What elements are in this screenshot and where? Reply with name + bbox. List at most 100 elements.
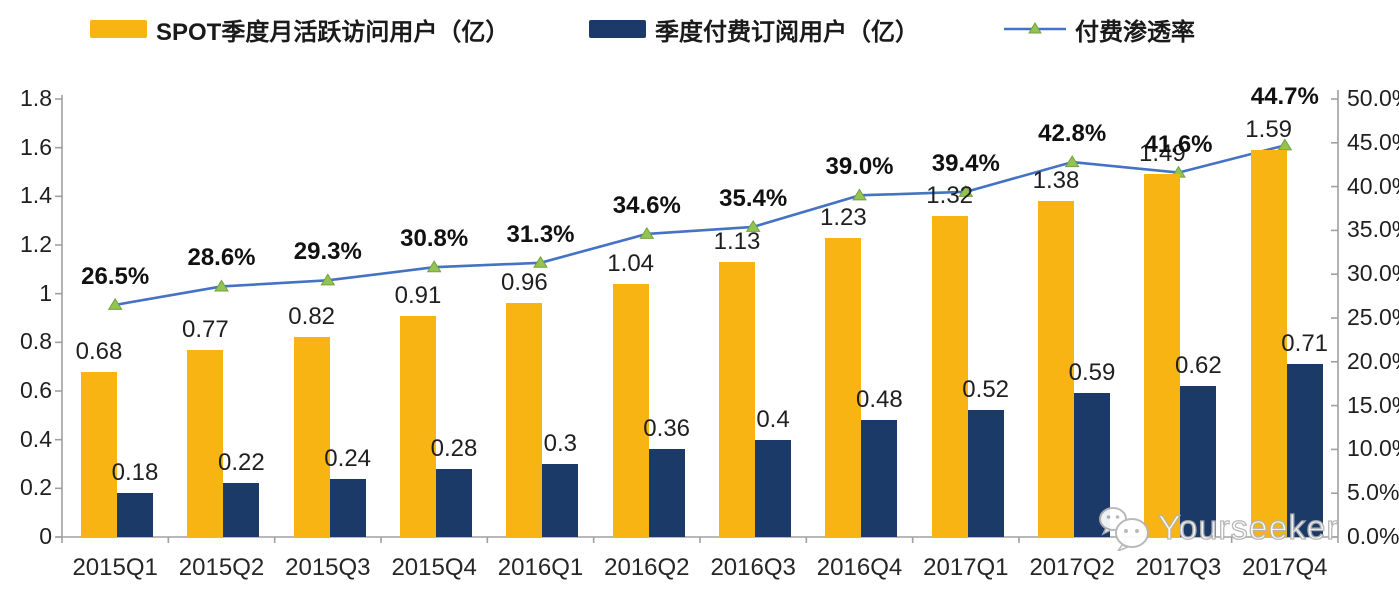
mau-value-label: 0.77: [181, 315, 229, 343]
left-axis-tick-label: 0.8: [20, 328, 52, 355]
mau-bar: [400, 315, 436, 537]
mau-legend-swatch-icon: [90, 20, 147, 38]
mau-bar: [1038, 201, 1074, 537]
penetration-line: [114, 144, 1286, 307]
penetration-value-label: 31.3%: [506, 220, 575, 248]
paid-value-label: 0.4: [756, 405, 790, 433]
x-axis-label: 2017Q1: [923, 554, 1009, 581]
paid-value-label: 0.3: [543, 430, 578, 457]
paid-bar: [1180, 386, 1217, 537]
x-axis-label: 2015Q4: [391, 554, 477, 581]
paid-value-label: 0.71: [1281, 330, 1329, 358]
penetration-value-label: 39.0%: [825, 153, 894, 181]
mau-bar: [81, 371, 117, 537]
x-axis-label: 2016Q2: [604, 554, 690, 581]
paid-bar: [967, 410, 1004, 537]
x-axis-label: 2016Q1: [497, 554, 584, 581]
penetration-value-label: 34.6%: [612, 191, 681, 219]
legend-label-mau: SPOT季度月活跃访问用户（亿）: [156, 18, 510, 46]
right-axis-tick-label: 5.0%: [1347, 479, 1399, 506]
paid-value-label: 0.24: [324, 444, 372, 472]
mau-value-label: 1.23: [819, 203, 867, 231]
penetration-marker-icon: [1277, 138, 1293, 151]
mau-bar: [825, 237, 862, 537]
penetration-value-label: 44.7%: [1250, 83, 1319, 111]
mau-value-label: 1.13: [713, 228, 761, 256]
left-axis-tick-label: 0.6: [20, 377, 52, 403]
penetration-marker-icon: [533, 255, 548, 268]
paid-bar: [117, 493, 153, 537]
x-axis-label: 2017Q2: [1029, 554, 1115, 581]
mau-value-label: 0.68: [75, 337, 123, 365]
penetration-marker-icon: [426, 260, 442, 273]
paid-value-label: 0.62: [1174, 352, 1222, 380]
penetration-marker-icon: [1064, 155, 1080, 168]
penetration-value-label: 39.4%: [931, 149, 1000, 177]
right-axis-tick-label: 40.0%: [1347, 172, 1399, 199]
paid-legend-swatch-icon: [589, 20, 646, 38]
mau-bar: [719, 262, 755, 537]
right-axis-tick-label: 35.0%: [1347, 216, 1399, 243]
penetration-marker-icon: [958, 184, 974, 197]
left-axis-tick-label: 1: [39, 279, 52, 306]
right-axis-tick-label: 0.0%: [1347, 523, 1399, 549]
mau-value-label: 1.32: [926, 181, 974, 209]
mau-bar: [612, 283, 649, 537]
right-axis-tick-label: 10.0%: [1347, 435, 1399, 462]
mau-value-label: 0.96: [500, 269, 548, 297]
penetration-value-label: 30.8%: [400, 225, 469, 253]
mau-bar: [1250, 150, 1287, 537]
paid-bar: [1286, 364, 1323, 537]
legend-label-penetration: 付费渗透率: [1075, 18, 1195, 46]
paid-value-label: 0.59: [1068, 359, 1116, 387]
right-axis-tick-label: 30.0%: [1347, 260, 1399, 287]
paid-bar: [329, 478, 366, 537]
penetration-value-label: 29.3%: [293, 238, 362, 266]
penetration-marker-icon: [852, 188, 867, 201]
x-axis-label: 2015Q1: [72, 554, 158, 581]
mau-bar: [506, 303, 543, 537]
paid-bar: [1074, 393, 1110, 537]
mau-bar: [1144, 174, 1181, 537]
penetration-value-label: 35.4%: [719, 184, 788, 212]
x-axis-label: 2017Q3: [1135, 554, 1222, 581]
penetration-value-label: 41.6%: [1144, 130, 1213, 158]
penetration-marker-icon: [320, 273, 336, 286]
paid-value-label: 0.52: [962, 376, 1010, 404]
legend-item-mau: SPOT季度月活跃访问用户（亿）: [90, 14, 510, 46]
penetration-marker-icon: [214, 279, 229, 292]
x-axis-label: 2016Q3: [710, 554, 796, 581]
x-axis-label: 2017Q4: [1242, 554, 1328, 581]
x-axis-label: 2015Q2: [178, 554, 265, 581]
paid-value-label: 0.18: [111, 459, 159, 487]
x-axis-label: 2015Q3: [285, 554, 371, 581]
paid-bar: [861, 420, 898, 537]
penetration-value-label: 26.5%: [81, 262, 150, 290]
penetration-marker-icon: [639, 226, 655, 239]
right-axis-tick-label: 20.0%: [1347, 347, 1399, 374]
paid-value-label: 0.48: [855, 386, 903, 414]
left-axis-tick-label: 1.6: [20, 133, 52, 160]
legend-item-penetration: 付费渗透率: [1004, 14, 1195, 46]
x-axis-label: 2016Q4: [816, 554, 903, 581]
legend-label-paid: 季度付费订阅用户（亿）: [655, 18, 919, 46]
mau-bar: [293, 337, 330, 537]
mau-value-label: 0.91: [394, 281, 442, 309]
paid-bar: [223, 483, 260, 537]
left-axis-tick-label: 1.4: [20, 182, 52, 209]
penetration-legend-line-icon: [1004, 22, 1066, 34]
paid-value-label: 0.28: [430, 434, 478, 462]
mau-value-label: 1.49: [1138, 140, 1186, 168]
penetration-marker-icon: [745, 219, 761, 232]
mau-bar: [931, 215, 968, 537]
left-axis-tick-label: 0.2: [20, 474, 52, 501]
mau-value-label: 1.59: [1245, 116, 1293, 144]
mau-bar: [187, 349, 224, 537]
right-axis-tick-label: 50.0%: [1347, 85, 1399, 111]
paid-value-label: 0.36: [643, 415, 691, 443]
left-axis-tick-label: 1.8: [20, 85, 52, 111]
left-axis-tick-label: 0.4: [20, 425, 52, 452]
legend-item-paid: 季度付费订阅用户（亿）: [589, 14, 919, 46]
right-axis-tick-label: 45.0%: [1347, 128, 1399, 155]
